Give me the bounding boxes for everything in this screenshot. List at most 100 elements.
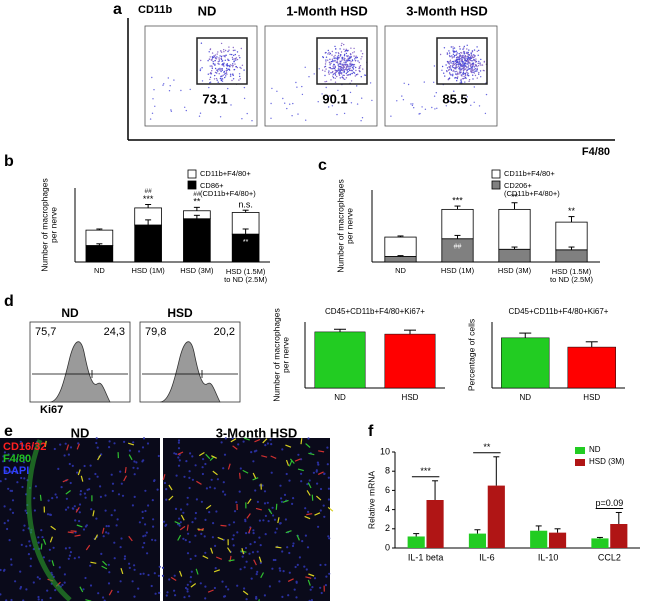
event-dot bbox=[225, 54, 227, 56]
event-dot bbox=[357, 60, 359, 62]
event-dot bbox=[215, 58, 218, 60]
nucleus bbox=[175, 452, 178, 456]
event-dot bbox=[225, 72, 227, 75]
nucleus bbox=[204, 551, 207, 554]
nucleus bbox=[74, 519, 77, 522]
nucleus bbox=[67, 506, 70, 509]
event-dot bbox=[455, 50, 458, 52]
nucleus bbox=[78, 520, 81, 523]
nucleus bbox=[241, 555, 244, 558]
event-dot bbox=[324, 63, 327, 65]
event-dot bbox=[471, 60, 473, 62]
nucleus bbox=[258, 519, 261, 522]
event-dot bbox=[390, 115, 392, 117]
nucleus bbox=[209, 486, 212, 489]
event-dot bbox=[349, 91, 352, 94]
bar bbox=[468, 533, 487, 548]
event-dot bbox=[449, 100, 451, 103]
event-dot bbox=[439, 53, 442, 56]
event-dot bbox=[471, 67, 474, 69]
event-dot bbox=[478, 71, 480, 74]
nucleus bbox=[69, 551, 72, 554]
nucleus bbox=[14, 580, 17, 583]
nucleus bbox=[271, 506, 274, 509]
nucleus bbox=[123, 440, 126, 443]
plot-frame bbox=[384, 25, 498, 127]
event-dot bbox=[236, 51, 239, 53]
event-dot bbox=[333, 64, 335, 66]
event-dot bbox=[344, 50, 346, 53]
event-dot bbox=[476, 70, 478, 72]
event-dot bbox=[329, 95, 331, 97]
nucleus bbox=[108, 571, 111, 574]
nucleus bbox=[131, 504, 134, 507]
gate bbox=[316, 37, 368, 85]
event-dot bbox=[218, 60, 220, 62]
y-tick-label: 4 bbox=[385, 504, 390, 514]
nucleus bbox=[325, 575, 328, 578]
event-dot bbox=[331, 58, 334, 60]
event-dot bbox=[340, 73, 343, 75]
nucleus bbox=[287, 594, 290, 597]
x-tick-label: IL-1 beta bbox=[408, 552, 444, 562]
event-dot bbox=[476, 65, 478, 68]
event-dot bbox=[333, 72, 335, 75]
nucleus bbox=[327, 476, 330, 479]
event-dot bbox=[351, 65, 353, 67]
event-dot bbox=[453, 54, 456, 57]
event-dot bbox=[344, 68, 347, 70]
event-dot bbox=[335, 52, 337, 54]
nucleus bbox=[213, 586, 216, 590]
streak bbox=[242, 469, 249, 474]
event-dot bbox=[321, 69, 324, 71]
event-dot bbox=[201, 67, 203, 69]
streak bbox=[108, 589, 113, 596]
nucleus bbox=[73, 557, 76, 560]
nucleus bbox=[146, 442, 150, 445]
streak bbox=[246, 513, 251, 519]
event-dot bbox=[421, 106, 423, 108]
event-dot bbox=[222, 55, 224, 57]
streak bbox=[101, 527, 105, 534]
significance: ## bbox=[454, 244, 462, 251]
event-dot bbox=[343, 74, 345, 77]
event-dot bbox=[349, 63, 351, 65]
event-dot bbox=[189, 88, 191, 91]
streak bbox=[128, 442, 135, 446]
event-dot bbox=[350, 56, 352, 58]
event-dot bbox=[170, 109, 172, 111]
event-dot bbox=[200, 42, 203, 44]
event-dot bbox=[345, 77, 348, 79]
nucleus bbox=[123, 557, 126, 561]
streak bbox=[51, 560, 55, 567]
nucleus bbox=[13, 467, 16, 470]
streak bbox=[74, 534, 81, 537]
streak bbox=[287, 578, 294, 582]
event-dot bbox=[334, 74, 337, 76]
bar-segment bbox=[85, 245, 114, 263]
nucleus bbox=[95, 437, 98, 440]
nucleus bbox=[84, 576, 87, 580]
nucleus bbox=[288, 571, 291, 574]
nucleus bbox=[145, 531, 148, 534]
streak bbox=[205, 504, 212, 510]
nucleus bbox=[194, 464, 197, 467]
event-dot bbox=[451, 66, 454, 68]
nucleus bbox=[20, 543, 23, 547]
chart-title: CD45+CD11b+F4/80+Ki67+ bbox=[325, 307, 425, 316]
event-dot bbox=[450, 46, 452, 48]
nucleus bbox=[319, 487, 323, 491]
event-dot bbox=[463, 77, 466, 79]
streak bbox=[65, 490, 71, 495]
event-dot bbox=[454, 67, 456, 70]
streak bbox=[195, 568, 199, 575]
event-dot bbox=[327, 59, 329, 61]
event-dot bbox=[473, 66, 476, 68]
x-tick-label: HSD (1.5M) to ND (2.5M) bbox=[550, 267, 593, 284]
event-dot bbox=[221, 69, 223, 72]
nucleus bbox=[151, 538, 154, 541]
nucleus bbox=[239, 568, 242, 571]
nucleus bbox=[324, 584, 327, 587]
event-dot bbox=[239, 57, 241, 59]
event-dot bbox=[445, 64, 447, 66]
